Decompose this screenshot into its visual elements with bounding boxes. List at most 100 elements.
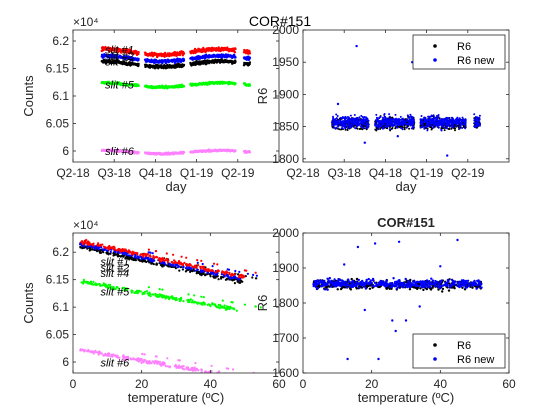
axis-exponent: ×10⁴ xyxy=(73,15,99,29)
data-point xyxy=(445,116,448,119)
data-point xyxy=(427,118,429,121)
data-point xyxy=(106,284,109,288)
data-point xyxy=(254,277,258,280)
data-point xyxy=(196,302,199,305)
data-point xyxy=(362,116,365,119)
data-point xyxy=(85,238,88,242)
data-point xyxy=(367,123,370,126)
data-point xyxy=(461,116,464,119)
data-point xyxy=(443,122,446,125)
data-point xyxy=(157,295,161,298)
data-point xyxy=(111,247,114,250)
data-point xyxy=(366,117,369,120)
data-point xyxy=(117,287,120,290)
data-point xyxy=(178,297,181,301)
data-point xyxy=(473,113,476,116)
data-point xyxy=(196,271,199,274)
data-point xyxy=(172,262,175,265)
data-point xyxy=(245,269,248,272)
data-point xyxy=(203,270,206,273)
data-point xyxy=(109,252,112,255)
data-point xyxy=(124,248,127,251)
data-point xyxy=(255,274,258,277)
data-point xyxy=(142,292,145,295)
data-point xyxy=(419,126,422,129)
data-point xyxy=(240,279,243,283)
data-point xyxy=(446,154,449,157)
y-tick-label: 6 xyxy=(62,144,69,158)
data-point xyxy=(332,119,334,121)
data-point xyxy=(228,273,231,276)
data-point xyxy=(139,290,142,293)
data-point xyxy=(152,259,155,262)
data-point xyxy=(165,252,168,255)
data-point xyxy=(349,114,352,117)
data-point xyxy=(427,115,430,118)
data-point xyxy=(374,122,377,125)
data-point xyxy=(412,126,415,129)
data-point xyxy=(156,295,159,298)
data-point xyxy=(227,268,231,271)
data-point xyxy=(182,63,186,67)
data-point xyxy=(388,113,391,116)
x-tick-label: Q2-19 xyxy=(451,166,485,180)
data-point xyxy=(137,62,140,66)
data-point xyxy=(454,127,457,130)
data-point xyxy=(448,122,450,125)
data-point xyxy=(173,61,177,65)
data-point xyxy=(140,256,143,259)
data-point xyxy=(452,122,455,124)
data-point xyxy=(161,264,164,267)
data-point xyxy=(152,263,155,266)
data-point xyxy=(334,120,336,123)
data-point xyxy=(446,122,449,125)
data-point xyxy=(207,268,210,271)
x-tick-label: Q2-18 xyxy=(286,166,320,180)
data-point xyxy=(429,118,432,121)
data-point xyxy=(355,123,358,126)
data-point xyxy=(340,124,343,127)
data-point xyxy=(190,301,193,304)
data-point xyxy=(381,120,384,123)
data-point xyxy=(411,124,414,126)
data-point xyxy=(430,128,433,131)
data-point xyxy=(443,129,446,132)
data-point xyxy=(448,118,451,121)
data-point xyxy=(451,125,454,128)
data-point xyxy=(203,57,207,60)
data-point xyxy=(86,246,89,249)
data-point xyxy=(184,270,187,273)
data-point xyxy=(367,119,370,122)
data-point xyxy=(427,125,430,127)
y-axis-label: Counts xyxy=(21,75,36,117)
data-point xyxy=(363,141,366,144)
data-point xyxy=(454,129,456,132)
data-point xyxy=(178,53,182,57)
data-point xyxy=(436,123,439,126)
data-point xyxy=(474,122,477,124)
data-point xyxy=(201,262,204,266)
data-point xyxy=(388,115,391,118)
data-point xyxy=(102,282,105,285)
legend-label: R6 new xyxy=(457,55,494,67)
data-point xyxy=(246,272,249,275)
data-point xyxy=(226,271,229,274)
data-point xyxy=(98,248,101,251)
data-point xyxy=(463,120,465,123)
data-point xyxy=(137,52,140,56)
data-point xyxy=(217,278,220,281)
y-tick-label: 1900 xyxy=(272,87,299,101)
data-point xyxy=(145,260,148,264)
data-point xyxy=(437,121,440,124)
data-point xyxy=(460,122,463,125)
data-point xyxy=(357,120,360,123)
data-point xyxy=(409,124,412,127)
data-point xyxy=(94,247,97,251)
data-point xyxy=(233,276,236,279)
data-point xyxy=(185,256,188,259)
data-point xyxy=(361,119,364,122)
data-point xyxy=(89,246,92,250)
data-point xyxy=(229,306,232,309)
data-point xyxy=(345,121,347,124)
